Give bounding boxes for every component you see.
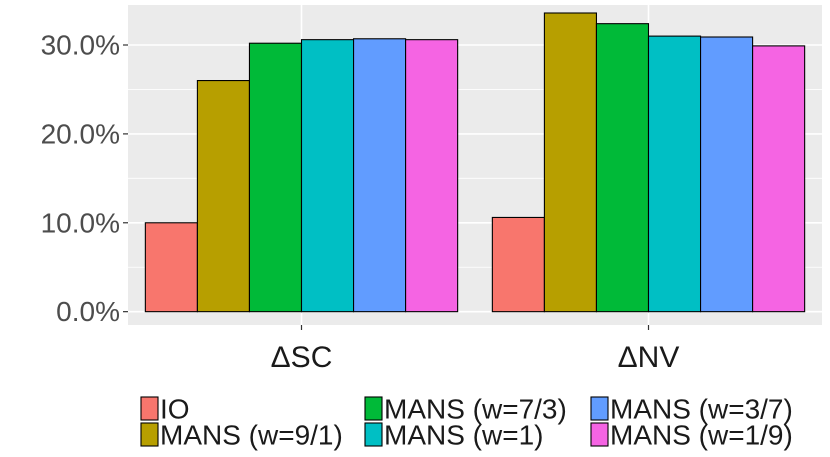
bar: [248, 42, 303, 313]
bar: [543, 12, 598, 313]
legend-label: MANS (w=7/3): [384, 394, 567, 425]
legend-key: [140, 422, 159, 447]
y-tick-label: 0.0%: [56, 296, 120, 327]
bar: [752, 45, 806, 313]
bar: [595, 23, 650, 313]
y-tick-label: 20.0%: [41, 118, 120, 149]
legend-key: [364, 396, 383, 421]
x-axis: ΔSC ΔNV: [271, 325, 680, 374]
legend-key: [364, 422, 383, 447]
y-tick-label: 30.0%: [41, 30, 120, 61]
legend-label: MANS (w=3/7): [610, 394, 793, 425]
bar: [144, 222, 198, 313]
legend-label: MANS (w=1/9): [610, 420, 793, 451]
bar: [352, 38, 407, 313]
bar: [647, 35, 702, 313]
legend-key: [140, 396, 159, 421]
legend-key: [590, 422, 609, 447]
legend-label: IO: [160, 394, 190, 425]
bar: [699, 36, 754, 313]
bar: [300, 39, 355, 313]
legend-label: MANS (w=1): [384, 420, 543, 451]
x-category-label: ΔNV: [618, 341, 680, 374]
x-category-label: ΔSC: [271, 341, 333, 374]
legend-label: MANS (w=9/1): [160, 420, 343, 451]
legend-key: [590, 396, 609, 421]
y-tick-label: 10.0%: [41, 207, 120, 238]
y-axis: 0.0% 10.0% 20.0% 30.0%: [41, 30, 128, 327]
bars: [144, 12, 806, 313]
bar: [196, 80, 250, 313]
bar: [405, 39, 459, 313]
bar: [491, 216, 545, 313]
